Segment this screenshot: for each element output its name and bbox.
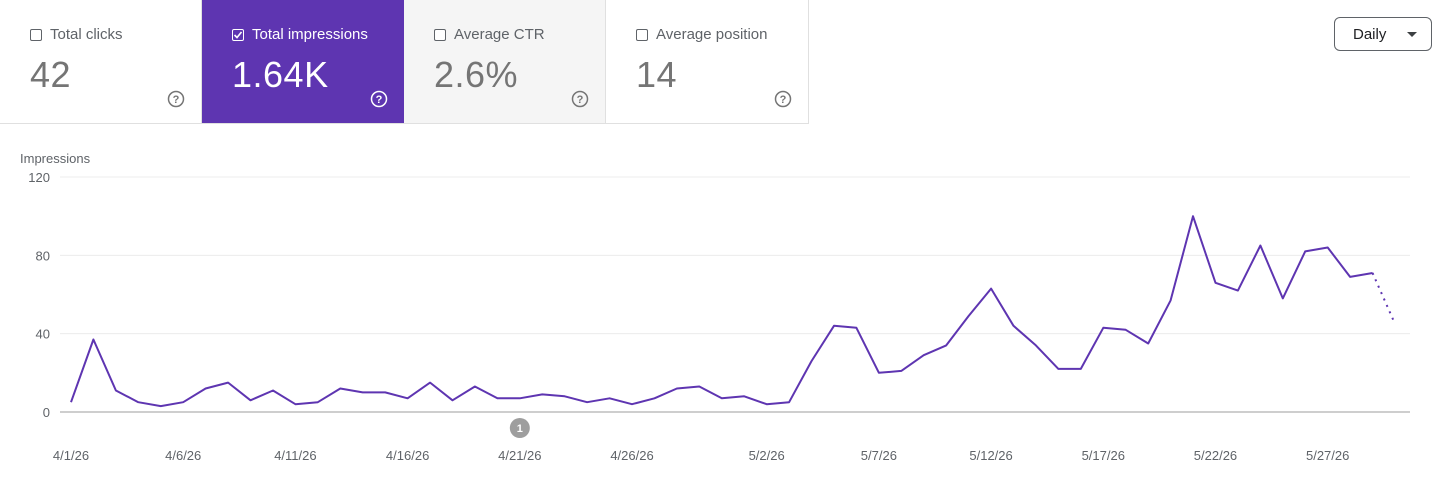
annotation-label: 1 [517,423,523,435]
impressions-line [70,215,1373,408]
x-tick-label: 4/16/26 [386,448,429,463]
y-tick-label: 0 [43,405,50,420]
y-tick-label: 40 [36,327,50,342]
metric-label: Average position [656,26,768,43]
y-axis-title: Impressions [20,151,91,166]
x-tick-label: 5/7/26 [861,448,897,463]
chart-grid [60,176,1410,413]
impressions-line-partial [1371,272,1396,325]
svg-text:?: ? [780,94,787,106]
checkbox-checked-icon[interactable] [232,28,244,41]
x-tick-label: 5/17/26 [1082,448,1125,463]
checkbox-icon[interactable] [636,28,648,41]
metric-value: 14 [636,54,678,95]
help-icon[interactable]: ? [370,90,388,108]
metric-card-average-position[interactable]: Average position 14 ? [606,0,808,123]
metric-cards: Total clicks 42 ? Total impressions 1.64… [0,0,809,124]
chart-annotation[interactable]: 1 [509,418,530,438]
checkbox-icon[interactable] [30,28,42,41]
x-tick-label: 5/12/26 [969,448,1012,463]
x-tick-label: 5/2/26 [749,448,785,463]
x-tick-label: 4/6/26 [165,448,201,463]
metric-card-total-impressions[interactable]: Total impressions 1.64K ? [202,0,404,123]
metric-label: Total impressions [252,26,368,43]
granularity-dropdown[interactable]: Daily [1334,17,1432,51]
x-tick-label: 4/11/26 [274,448,316,463]
x-tick-label: 4/1/26 [53,448,89,463]
svg-text:?: ? [577,94,584,106]
y-tick-label: 80 [36,248,50,263]
annotation-marker[interactable] [509,418,530,438]
y-axis: 0 40 80 120 [28,170,50,420]
metric-value: 42 [30,54,72,95]
metric-label: Average CTR [454,26,545,43]
granularity-selected: Daily [1353,25,1387,43]
help-icon[interactable]: ? [571,90,589,108]
help-icon[interactable]: ? [774,90,792,108]
checkbox-icon[interactable] [434,28,446,41]
x-tick-label: 5/22/26 [1194,448,1237,463]
metric-value: 2.6% [434,54,519,95]
x-tick-label: 4/21/26 [498,448,541,463]
x-tick-label: 4/26/26 [610,448,653,463]
metric-card-total-clicks[interactable]: Total clicks 42 ? [0,0,202,123]
chart-series [70,215,1396,408]
svg-text:?: ? [173,94,180,106]
help-icon[interactable]: ? [167,90,185,108]
caret-down-icon [1407,32,1417,37]
metric-label: Total clicks [50,26,123,43]
x-axis: 4/1/26 4/6/26 4/11/26 4/16/26 4/21/26 4/26/26… [53,448,1349,463]
x-tick-label: 5/27/26 [1306,448,1349,463]
metric-value: 1.64K [232,54,329,95]
metric-card-average-ctr[interactable]: Average CTR 2.6% ? [404,0,606,123]
y-tick-label: 120 [28,170,50,185]
svg-text:?: ? [376,94,383,106]
